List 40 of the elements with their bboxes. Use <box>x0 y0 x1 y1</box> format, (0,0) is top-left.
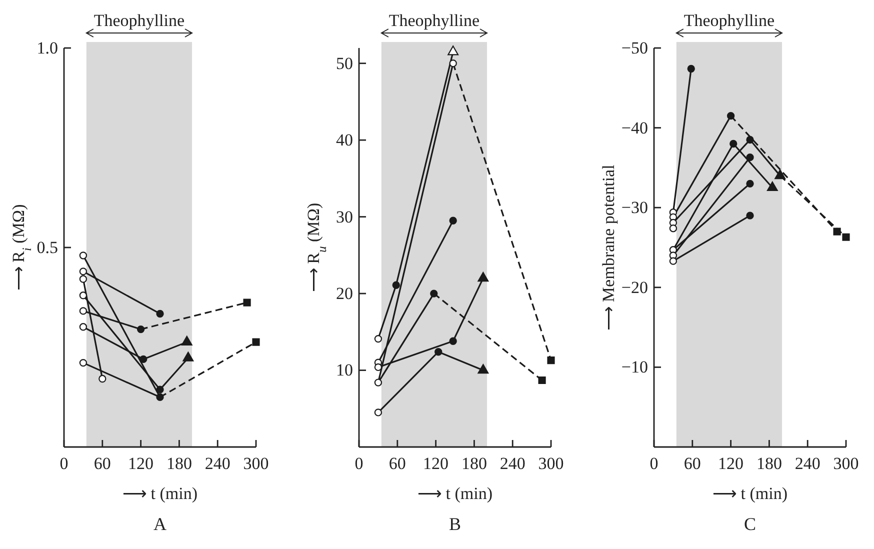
x-tick-label: 240 <box>794 454 820 474</box>
y-tick-label: −40 <box>621 118 648 138</box>
y-tick-label: 1.0 <box>36 38 58 58</box>
y-tick-label: −10 <box>621 358 648 377</box>
x-tick-label: 180 <box>166 454 192 474</box>
y-tick-label: 20 <box>336 284 353 303</box>
x-tick-label: 180 <box>461 454 487 474</box>
x-tick-label: 300 <box>538 454 564 474</box>
x-tick-label: 300 <box>833 454 859 474</box>
x-tick-label: 300 <box>243 454 269 474</box>
x-axis-title: ⟶ t (min) <box>122 484 198 503</box>
x-tick-label: 120 <box>128 454 154 474</box>
y-tick-label: 10 <box>336 360 353 380</box>
x-tick-label: 120 <box>423 454 449 474</box>
y-tick-label: 50 <box>336 54 353 73</box>
x-tick-label: 120 <box>718 454 744 474</box>
band-label: Theophylline <box>388 11 480 30</box>
band-label: Theophylline <box>94 11 185 30</box>
y-axis-title: ⟶ Membrane potential <box>599 164 618 330</box>
y-tick-label: −30 <box>621 198 648 218</box>
y-tick-label: −50 <box>621 38 648 58</box>
x-tick-label: 0 <box>354 454 364 474</box>
x-axis-title: ⟶ t (min) <box>712 484 788 503</box>
x-tick-label: 240 <box>500 454 526 474</box>
text: A <box>154 514 166 534</box>
x-axis-title: ⟶ t (min) <box>418 484 492 503</box>
x-tick-label: 180 <box>756 454 782 474</box>
x-tick-label: 240 <box>204 454 230 474</box>
text: C <box>744 514 756 534</box>
x-tick-label: 60 <box>684 454 701 474</box>
band-label: Theophylline <box>684 11 775 30</box>
y-tick-label: 0.5 <box>36 238 58 257</box>
x-tick-label: 60 <box>388 454 406 474</box>
x-tick-label: 0 <box>60 454 68 474</box>
text: B <box>448 514 462 534</box>
x-tick-label: 0 <box>650 454 658 474</box>
x-tick-label: 60 <box>94 454 111 474</box>
y-tick-label: −20 <box>621 278 648 297</box>
y-tick-label: 30 <box>336 207 353 226</box>
y-tick-label: 40 <box>336 130 353 150</box>
